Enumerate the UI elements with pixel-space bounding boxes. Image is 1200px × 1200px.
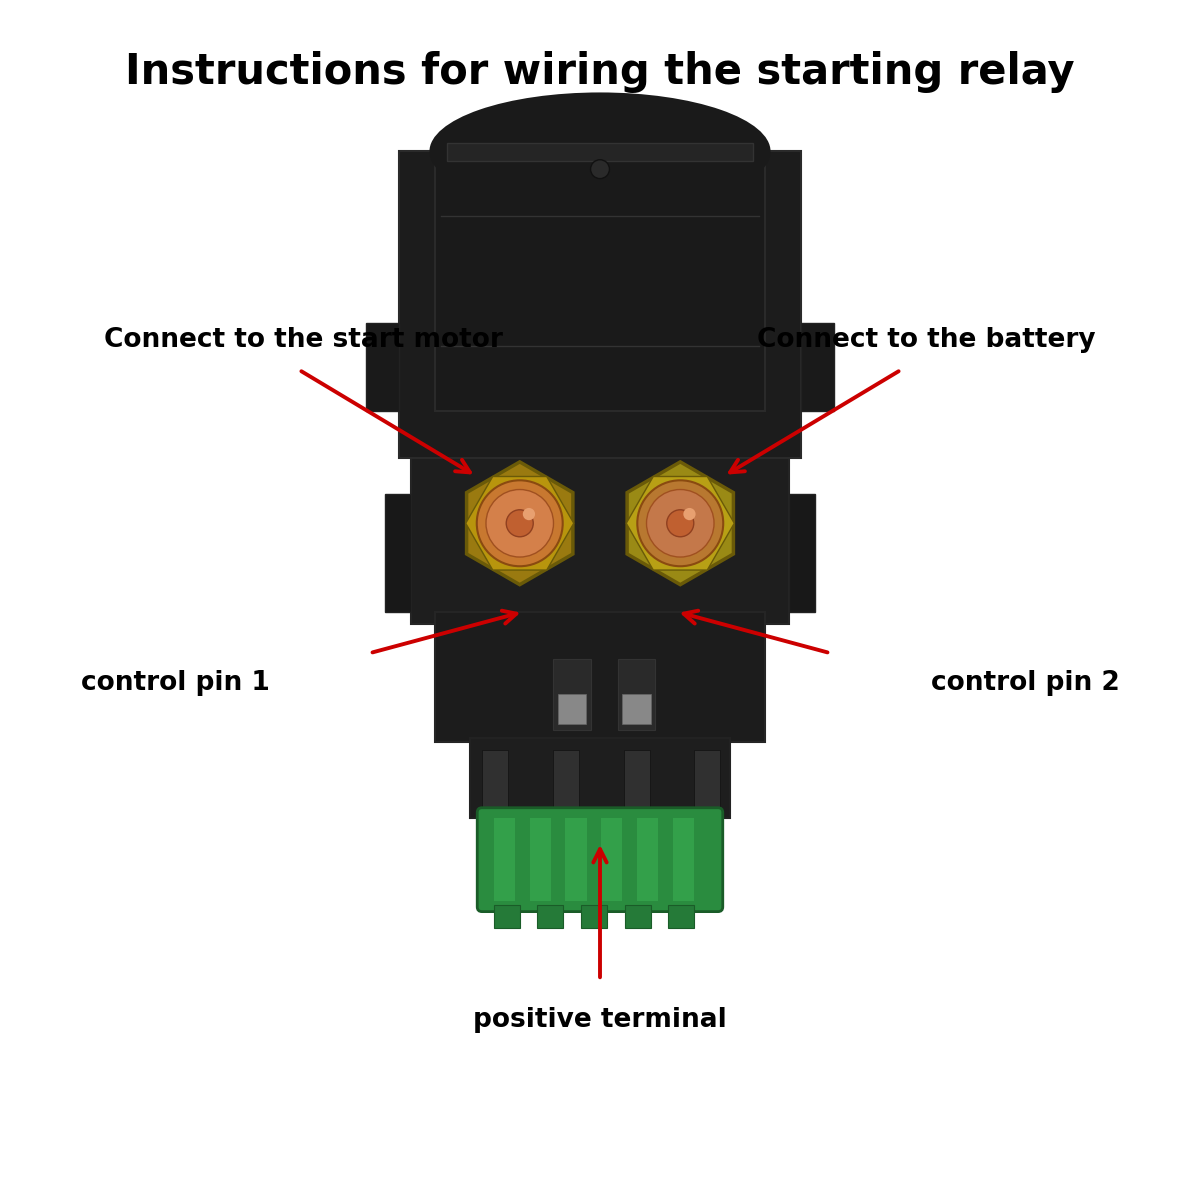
FancyBboxPatch shape [493, 905, 520, 928]
Circle shape [683, 508, 696, 521]
FancyArrowPatch shape [593, 850, 607, 977]
FancyBboxPatch shape [400, 151, 800, 458]
FancyBboxPatch shape [553, 750, 578, 809]
FancyArrowPatch shape [301, 371, 470, 473]
FancyArrowPatch shape [730, 371, 899, 473]
FancyBboxPatch shape [446, 143, 754, 161]
FancyBboxPatch shape [412, 458, 788, 624]
Circle shape [486, 490, 553, 557]
FancyBboxPatch shape [565, 818, 587, 901]
FancyBboxPatch shape [493, 818, 515, 901]
FancyBboxPatch shape [668, 905, 695, 928]
FancyBboxPatch shape [800, 323, 834, 412]
FancyBboxPatch shape [558, 695, 586, 724]
FancyBboxPatch shape [470, 738, 730, 818]
Text: Connect to the battery: Connect to the battery [757, 328, 1096, 353]
FancyArrowPatch shape [684, 611, 828, 653]
FancyBboxPatch shape [637, 818, 659, 901]
FancyBboxPatch shape [624, 750, 649, 809]
FancyBboxPatch shape [482, 750, 508, 809]
Polygon shape [628, 462, 733, 584]
Text: control pin 1: control pin 1 [80, 670, 270, 696]
Text: positive terminal: positive terminal [473, 1007, 727, 1033]
Circle shape [476, 480, 563, 566]
FancyBboxPatch shape [618, 659, 655, 730]
FancyBboxPatch shape [695, 750, 720, 809]
FancyBboxPatch shape [553, 659, 590, 730]
FancyBboxPatch shape [434, 612, 766, 742]
FancyBboxPatch shape [538, 905, 564, 928]
Text: control pin 2: control pin 2 [930, 670, 1120, 696]
FancyBboxPatch shape [434, 151, 766, 412]
Circle shape [667, 510, 694, 536]
FancyBboxPatch shape [366, 323, 400, 412]
Circle shape [637, 480, 724, 566]
FancyBboxPatch shape [581, 905, 607, 928]
Polygon shape [466, 476, 574, 570]
FancyBboxPatch shape [623, 695, 650, 724]
FancyBboxPatch shape [478, 808, 722, 912]
FancyBboxPatch shape [788, 493, 815, 612]
Text: Instructions for wiring the starting relay: Instructions for wiring the starting rel… [125, 52, 1075, 94]
Polygon shape [626, 476, 734, 570]
FancyArrowPatch shape [372, 611, 516, 653]
Circle shape [590, 160, 610, 179]
Circle shape [523, 508, 535, 521]
Text: Connect to the start motor: Connect to the start motor [104, 328, 503, 353]
FancyBboxPatch shape [673, 818, 694, 901]
FancyBboxPatch shape [385, 493, 412, 612]
Ellipse shape [430, 92, 770, 210]
FancyBboxPatch shape [529, 818, 551, 901]
FancyBboxPatch shape [601, 818, 623, 901]
Circle shape [506, 510, 533, 536]
Circle shape [647, 490, 714, 557]
FancyBboxPatch shape [625, 905, 650, 928]
Polygon shape [467, 462, 572, 584]
